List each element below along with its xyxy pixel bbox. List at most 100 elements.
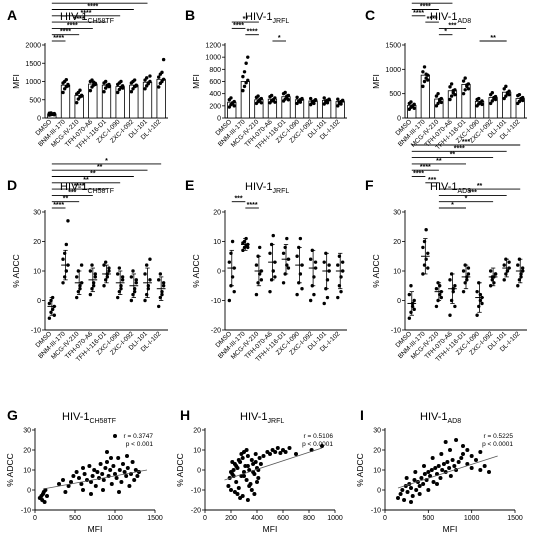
data-point	[116, 272, 120, 276]
data-point	[507, 260, 511, 264]
data-point	[109, 456, 113, 460]
significance-label: **	[90, 171, 96, 178]
data-point	[449, 82, 454, 86]
data-point	[90, 474, 95, 478]
data-point	[421, 70, 425, 74]
data-point	[64, 242, 69, 247]
data-point	[300, 97, 304, 101]
data-point	[75, 295, 79, 300]
data-point	[107, 84, 111, 89]
data-point	[269, 93, 274, 98]
p-value: p < 0.0001	[482, 441, 513, 448]
data-point	[273, 450, 278, 454]
data-point	[157, 278, 161, 282]
title-base: HIV-1	[60, 181, 88, 193]
data-point	[450, 458, 455, 462]
data-point	[45, 494, 49, 498]
significance-label: ****	[81, 10, 92, 17]
data-point	[134, 84, 138, 88]
panel-title: HIV-1JRFL	[245, 11, 289, 25]
data-point	[313, 260, 318, 264]
data-point	[108, 468, 113, 472]
data-point	[336, 295, 340, 300]
data-point	[144, 76, 149, 80]
data-point	[482, 464, 487, 468]
data-point	[47, 301, 52, 306]
data-point	[275, 446, 280, 450]
data-point	[240, 456, 245, 460]
significance-label: ****	[420, 164, 431, 171]
data-point	[158, 272, 163, 276]
data-point	[396, 496, 400, 500]
data-point	[463, 76, 467, 80]
r-value: r = 0.5106	[304, 433, 334, 440]
data-point	[336, 97, 340, 101]
data-point	[507, 92, 511, 97]
significance-label: ****	[247, 29, 258, 36]
data-point	[244, 61, 248, 65]
data-point	[259, 278, 264, 282]
data-point	[429, 468, 434, 472]
data-point	[241, 88, 245, 93]
y-tick-label: -20	[211, 328, 221, 335]
panel-title: HIV-1JRFL	[245, 181, 289, 195]
data-point	[426, 78, 430, 82]
data-point	[79, 263, 84, 267]
data-point	[454, 438, 459, 442]
data-point	[88, 292, 93, 297]
data-point	[398, 492, 403, 496]
data-point	[100, 472, 105, 476]
r-value: r = 0.5225	[484, 433, 514, 440]
data-point	[239, 452, 244, 456]
significance-label: ****	[53, 35, 64, 42]
data-point	[440, 468, 445, 472]
data-point	[130, 460, 135, 464]
data-point	[256, 476, 261, 480]
bar	[101, 84, 112, 119]
panel-a: A HIV-1CH58TF0500100015002000MFIDMSOBNM-I…	[7, 0, 168, 151]
data-point	[424, 228, 428, 232]
title-subscript: JRFL	[273, 188, 290, 195]
y-tick-label: 200	[209, 103, 221, 110]
x-tick-label: 1000	[327, 515, 343, 522]
data-point	[124, 474, 129, 478]
data-point	[516, 263, 520, 267]
panel-letter: H	[180, 407, 190, 423]
significance-label: ****	[247, 202, 258, 209]
data-point	[244, 448, 249, 452]
data-point	[121, 462, 125, 466]
data-point	[71, 474, 76, 478]
data-point	[78, 88, 82, 92]
y-tick-label: 20	[193, 428, 201, 435]
data-point	[81, 488, 85, 492]
data-point	[143, 272, 147, 276]
data-point	[273, 96, 277, 100]
panel-title: HIV-1CH58TF	[62, 411, 116, 425]
data-point	[412, 307, 416, 312]
data-point	[66, 219, 70, 223]
data-point	[426, 266, 430, 270]
data-point	[469, 466, 474, 470]
data-point	[488, 101, 493, 106]
y-tick-label: 10	[33, 269, 41, 276]
panel-title: HIV-1AD8	[430, 11, 471, 25]
data-point	[431, 480, 436, 484]
data-point	[466, 266, 471, 270]
data-point	[453, 92, 457, 97]
significance-label: **	[97, 164, 103, 171]
data-point	[254, 292, 259, 297]
significance-label: *	[105, 158, 108, 165]
significance-label: ***	[428, 177, 436, 184]
data-point	[120, 86, 125, 90]
data-point	[244, 478, 249, 482]
data-point	[103, 466, 108, 470]
data-point	[285, 94, 289, 98]
x-tick-label: 1000	[107, 515, 123, 522]
title-base: HIV-1	[240, 411, 268, 423]
y-tick-label: 10	[373, 468, 381, 475]
title-base: HIV-1	[62, 411, 90, 423]
data-point	[298, 236, 303, 241]
